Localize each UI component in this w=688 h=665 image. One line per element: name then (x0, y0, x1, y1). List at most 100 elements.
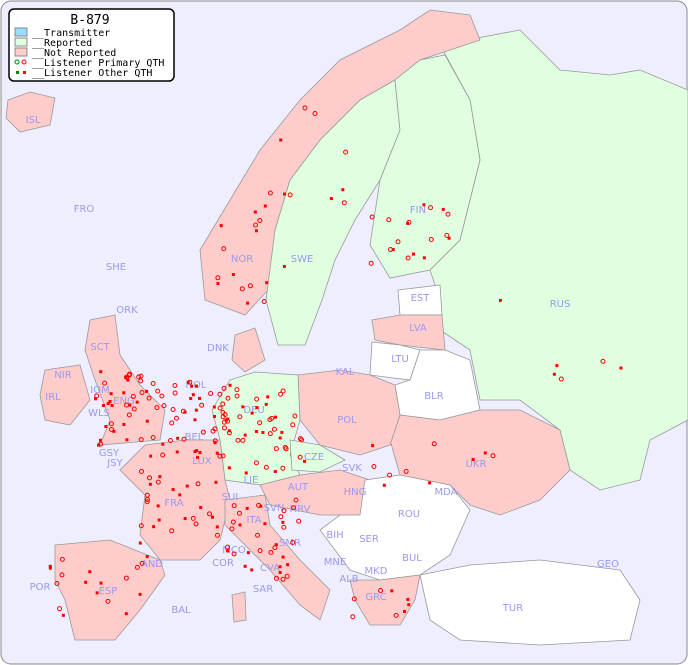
listener-other-marker (193, 450, 197, 454)
listener-primary-marker (160, 452, 166, 458)
country-label-rus: RUS (550, 299, 571, 310)
listener-other-marker (555, 364, 559, 368)
listener-other-marker (152, 525, 156, 529)
listener-primary-marker (136, 374, 142, 380)
listener-other-marker (281, 520, 285, 524)
listener-primary-marker (146, 395, 152, 401)
listener-primary-marker (212, 426, 218, 432)
country-label-isl: ISL (26, 115, 41, 126)
listener-primary-marker (102, 380, 108, 386)
country-label-nir: NIR (54, 370, 71, 381)
listener-other-marker (286, 563, 290, 567)
listener-primary-marker (172, 390, 178, 396)
listener-primary-marker (281, 508, 287, 514)
listener-other-marker (198, 451, 202, 455)
country-label-cze: CZE (304, 452, 324, 463)
listener-other-marker (422, 256, 426, 260)
listener-other-marker (263, 522, 267, 526)
country-fin (369, 54, 481, 279)
listener-primary-marker (388, 247, 394, 253)
listener-primary-marker (215, 275, 221, 281)
listener-primary-marker (256, 502, 262, 508)
listener-other-marker (255, 406, 259, 410)
listener-primary-marker (271, 426, 277, 432)
listener-other-marker (176, 436, 180, 440)
listener-other-marker (278, 571, 282, 575)
listener-primary-marker (269, 415, 275, 421)
listener-other-marker (145, 555, 149, 559)
legend-title: B-879 (70, 13, 109, 28)
listener-other-marker (84, 580, 88, 584)
country-label-sar: SAR (253, 584, 273, 595)
listener-primary-marker (247, 283, 253, 289)
listener-primary-marker (600, 358, 606, 364)
listener-primary-marker (234, 393, 240, 399)
listener-primary-marker (150, 380, 156, 386)
country-label-dnk: DNK (207, 343, 229, 354)
country-label-hrv: HRV (290, 504, 311, 515)
legend-not-reported: __Not Reported (32, 48, 116, 59)
country-label-rou: ROU (398, 509, 420, 520)
listener-other-marker (265, 281, 269, 285)
listener-other-marker (231, 273, 235, 277)
listener-primary-marker (187, 379, 193, 385)
listener-primary-marker (159, 393, 165, 399)
listener-primary-marker (273, 446, 279, 452)
country-label-iom: IOM (90, 385, 109, 396)
listener-primary-marker (292, 413, 298, 419)
listener-other-marker (189, 397, 193, 401)
listener-other-marker (441, 207, 445, 211)
listener-other-marker (183, 517, 187, 521)
listener-primary-marker (217, 453, 223, 459)
country-grc (349, 574, 421, 626)
listener-other-marker (199, 505, 203, 509)
listener-primary-marker (225, 544, 231, 550)
country-label-bul: BUL (402, 553, 422, 564)
country-label-est: EST (411, 293, 431, 304)
listener-primary-marker (444, 232, 450, 238)
listener-other-marker (215, 451, 219, 455)
listener-primary-marker (138, 437, 144, 443)
listener-primary-marker (267, 431, 273, 437)
listener-primary-marker (231, 551, 237, 557)
listener-other-marker (219, 224, 223, 228)
country-label-eng: ENG (113, 396, 135, 407)
country-swe (265, 79, 401, 346)
listener-other-marker (138, 541, 142, 545)
country-label-ukr: UKR (466, 459, 487, 470)
country-pol (297, 369, 401, 456)
listener-other-marker (185, 484, 189, 488)
listener-primary-marker (237, 414, 243, 420)
country-label-cor: COR (212, 558, 234, 569)
listener-primary-marker (180, 408, 186, 414)
listener-primary-marker (281, 524, 287, 530)
listener-primary-marker (297, 436, 303, 442)
listener-primary-marker (174, 415, 180, 421)
listener-primary-marker (287, 192, 293, 198)
listener-other-marker (382, 483, 386, 487)
listener-primary-marker (155, 479, 161, 485)
listener-primary-marker (290, 422, 296, 428)
country-label-hng: HNG (344, 487, 367, 498)
country-label-smr: SMR (279, 538, 301, 549)
listener-other-marker (552, 372, 556, 376)
listener-primary-marker (154, 405, 160, 411)
country-label-svn: SVN (264, 503, 285, 514)
listener-primary-marker (299, 437, 305, 443)
listener-primary-marker (290, 539, 296, 545)
listener-primary-marker (369, 214, 375, 220)
listener-primary-marker (378, 587, 384, 593)
listener-other-marker (122, 422, 126, 426)
listener-primary-marker (239, 286, 245, 292)
listener-primary-marker (195, 481, 201, 487)
listener-other-marker (245, 506, 249, 510)
listener-primary-marker (168, 438, 174, 444)
listener-primary-marker (291, 505, 297, 511)
listener-primary-marker (393, 612, 399, 618)
listener-other-marker (227, 466, 231, 470)
listener-primary-marker (147, 475, 153, 481)
listener-other-marker (226, 549, 230, 553)
country-label-bih: BIH (326, 530, 343, 541)
listener-primary-marker (150, 434, 156, 440)
